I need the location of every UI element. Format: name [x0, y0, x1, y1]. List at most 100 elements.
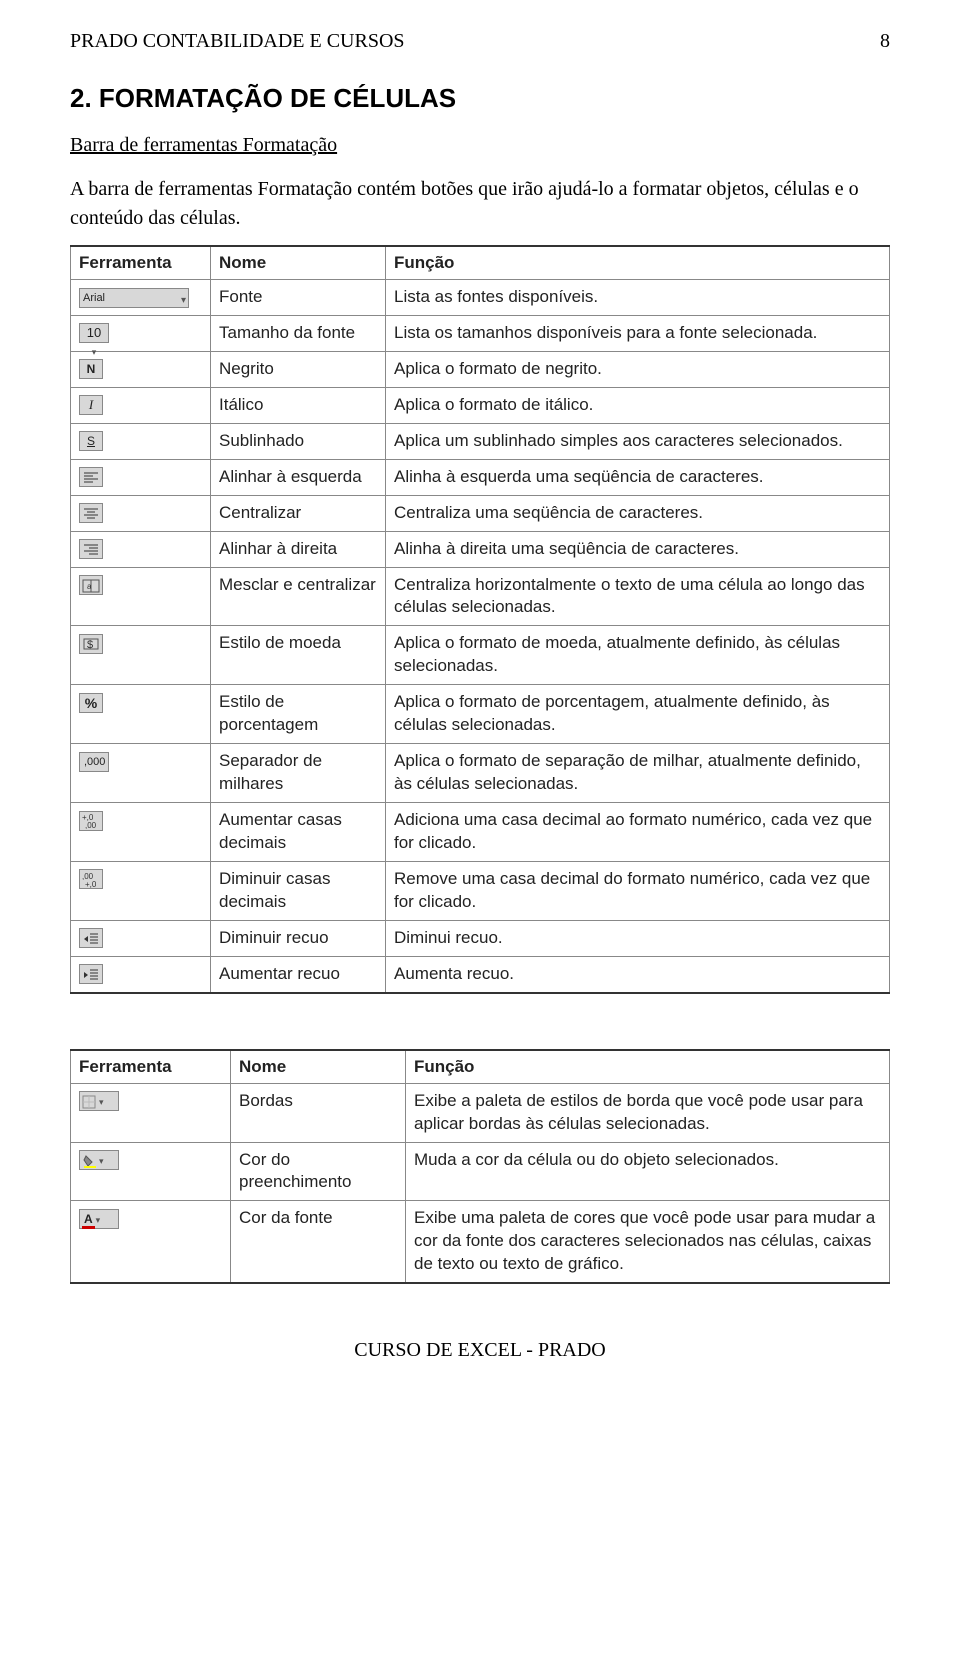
- tool-cell: S: [71, 423, 211, 459]
- th-tool-2: Ferramenta: [71, 1050, 231, 1084]
- func-cell: Alinha à direita uma seqüência de caract…: [386, 531, 890, 567]
- func-cell: Aplica o formato de separação de milhar,…: [386, 744, 890, 803]
- tool-cell: [71, 531, 211, 567]
- font-color-icon: A▾: [79, 1209, 119, 1229]
- tool-cell: $: [71, 626, 211, 685]
- func-cell: Exibe a paleta de estilos de borda que v…: [406, 1083, 890, 1142]
- toolbar-link: Barra de ferramentas Formatação: [70, 134, 890, 157]
- tool-cell: Arial▾: [71, 280, 211, 316]
- func-cell: Exibe uma paleta de cores que você pode …: [406, 1201, 890, 1283]
- tool-cell: 10 ▾: [71, 315, 211, 351]
- tool-cell: a: [71, 567, 211, 626]
- table-row: % Estilo de porcentagemAplica o formato d…: [71, 685, 890, 744]
- italic-icon: I: [79, 395, 103, 415]
- tool-cell: [71, 459, 211, 495]
- func-cell: Aplica o formato de negrito.: [386, 351, 890, 387]
- func-cell: Aplica o formato de porcentagem, atualme…: [386, 685, 890, 744]
- intro-text: A barra de ferramentas Formatação contém…: [70, 175, 890, 233]
- tool-cell: ▾: [71, 1083, 231, 1142]
- table-row: Arial▾FonteLista as fontes disponíveis.: [71, 280, 890, 316]
- table-row: Alinhar à esquerdaAlinha à esquerda uma …: [71, 459, 890, 495]
- func-cell: Adiciona uma casa decimal ao formato num…: [386, 803, 890, 862]
- increase-decimals-icon: +,0,00: [79, 811, 103, 831]
- th-name: Nome: [211, 246, 386, 280]
- name-cell: Diminuir recuo: [211, 920, 386, 956]
- name-cell: Alinhar à esquerda: [211, 459, 386, 495]
- name-cell: Itálico: [211, 387, 386, 423]
- percent-icon: %: [79, 693, 103, 713]
- th-name-2: Nome: [231, 1050, 406, 1084]
- tool-cell: [71, 495, 211, 531]
- func-cell: Lista os tamanhos disponíveis para a fon…: [386, 315, 890, 351]
- table-row: A▾ Cor da fonteExibe uma paleta de cores …: [71, 1201, 890, 1283]
- table-row: Aumentar recuoAumenta recuo.: [71, 956, 890, 992]
- underline-icon: S: [79, 431, 103, 451]
- name-cell: Mesclar e centralizar: [211, 567, 386, 626]
- func-cell: Alinha à esquerda uma seqüência de carac…: [386, 459, 890, 495]
- table-row: ▾ Cor do preenchimentoMuda a cor da célul…: [71, 1142, 890, 1201]
- name-cell: Bordas: [231, 1083, 406, 1142]
- borders-icon: ▾: [79, 1091, 119, 1111]
- increase-indent-icon: [79, 964, 103, 984]
- align-left-icon: [79, 467, 103, 487]
- func-cell: Aumenta recuo.: [386, 956, 890, 992]
- page-footer: CURSO DE EXCEL - PRADO: [70, 1339, 890, 1362]
- name-cell: Negrito: [211, 351, 386, 387]
- func-cell: Centraliza uma seqüência de caracteres.: [386, 495, 890, 531]
- name-cell: Estilo de moeda: [211, 626, 386, 685]
- th-func-2: Função: [406, 1050, 890, 1084]
- page-header: PRADO CONTABILIDADE E CURSOS 8: [70, 30, 890, 53]
- name-cell: Centralizar: [211, 495, 386, 531]
- tool-cell: ,00+,0: [71, 861, 211, 920]
- table-row: a Mesclar e centralizarCentraliza horizon…: [71, 567, 890, 626]
- func-cell: Aplica o formato de itálico.: [386, 387, 890, 423]
- tool-cell: [71, 920, 211, 956]
- tool-cell: [71, 956, 211, 992]
- name-cell: Aumentar recuo: [211, 956, 386, 992]
- svg-text:a: a: [87, 582, 92, 591]
- name-cell: Separador de milhares: [211, 744, 386, 803]
- align-center-icon: [79, 503, 103, 523]
- tool-cell: +,0,00: [71, 803, 211, 862]
- name-cell: Aumentar casas decimais: [211, 803, 386, 862]
- table-row: 10 ▾Tamanho da fonteLista os tamanhos di…: [71, 315, 890, 351]
- th-tool: Ferramenta: [71, 246, 211, 280]
- name-cell: Alinhar à direita: [211, 531, 386, 567]
- tool-cell: %: [71, 685, 211, 744]
- func-cell: Aplica o formato de moeda, atualmente de…: [386, 626, 890, 685]
- size-select-icon: 10 ▾: [79, 323, 109, 343]
- tool-cell: I: [71, 387, 211, 423]
- currency-icon: $: [79, 634, 103, 654]
- name-cell: Cor da fonte: [231, 1201, 406, 1283]
- svg-text:+,0: +,0: [85, 880, 97, 888]
- formatting-tools-table: Ferramenta Nome Função Arial▾FonteLista …: [70, 245, 890, 994]
- table-row: +,0,00 Aumentar casas decimaisAdiciona um…: [71, 803, 890, 862]
- decrease-indent-icon: [79, 928, 103, 948]
- table-row: I ItálicoAplica o formato de itálico.: [71, 387, 890, 423]
- name-cell: Cor do preenchimento: [231, 1142, 406, 1201]
- bold-icon: N: [79, 359, 103, 379]
- header-title: PRADO CONTABILIDADE E CURSOS: [70, 30, 405, 53]
- table-row: S SublinhadoAplica um sublinhado simples …: [71, 423, 890, 459]
- table-row: $ Estilo de moedaAplica o formato de moed…: [71, 626, 890, 685]
- tool-cell: ▾: [71, 1142, 231, 1201]
- func-cell: Lista as fontes disponíveis.: [386, 280, 890, 316]
- page-number: 8: [880, 30, 890, 53]
- svg-text:,00: ,00: [85, 821, 97, 829]
- name-cell: Sublinhado: [211, 423, 386, 459]
- func-cell: Remove uma casa decimal do formato numér…: [386, 861, 890, 920]
- func-cell: Centraliza horizontalmente o texto de um…: [386, 567, 890, 626]
- table-row: N NegritoAplica o formato de negrito.: [71, 351, 890, 387]
- fill-color-icon: ▾: [79, 1150, 119, 1170]
- table-row: CentralizarCentraliza uma seqüência de c…: [71, 495, 890, 531]
- table-row: Diminuir recuoDiminui recuo.: [71, 920, 890, 956]
- svg-text:$: $: [87, 639, 93, 651]
- func-cell: Aplica um sublinhado simples aos caracte…: [386, 423, 890, 459]
- name-cell: Estilo de porcentagem: [211, 685, 386, 744]
- func-cell: Muda a cor da célula ou do objeto seleci…: [406, 1142, 890, 1201]
- name-cell: Diminuir casas decimais: [211, 861, 386, 920]
- merge-center-icon: a: [79, 575, 103, 595]
- decrease-decimals-icon: ,00+,0: [79, 869, 103, 889]
- table-row: ▾ BordasExibe a paleta de estilos de bord…: [71, 1083, 890, 1142]
- th-func: Função: [386, 246, 890, 280]
